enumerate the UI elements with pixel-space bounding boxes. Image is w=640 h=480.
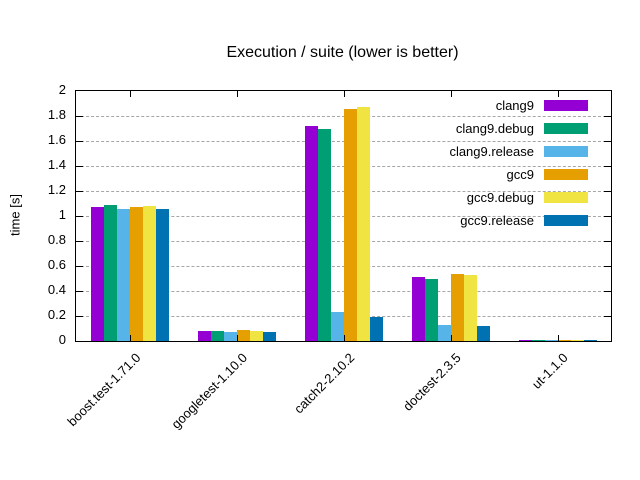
- x-tick-mark-top: [450, 91, 452, 97]
- bar-gcc9.release-ut-1.1.0: [583, 339, 597, 341]
- legend-label: clang9: [495, 98, 534, 113]
- bar-clang9-catch2-2.10.2: [304, 126, 318, 341]
- bar-clang9-doctest-2.3.5: [411, 277, 425, 341]
- y-tick-label: 1.8: [47, 107, 66, 122]
- legend-swatch: [544, 192, 588, 203]
- y-tick-mark-right: [604, 266, 611, 267]
- x-tick-label: ut-1.1.0: [529, 350, 572, 392]
- legend-swatch: [544, 100, 588, 111]
- bar-gcc9.release-boost.test-1.71.0: [155, 208, 169, 341]
- legend-item: gcc9.release: [449, 209, 588, 232]
- bar-clang9.release-ut-1.1.0: [544, 339, 558, 341]
- legend-label: gcc9: [506, 167, 534, 182]
- x-tick-label: googletest-1.10.0: [168, 350, 251, 432]
- y-tick-mark-left: [76, 141, 83, 142]
- y-tick-label: 1.6: [47, 132, 66, 147]
- legend-swatch: [544, 169, 588, 180]
- y-tick-label: 1.2: [47, 182, 66, 197]
- legend-item: gcc9: [449, 163, 588, 186]
- y-tick-mark-right: [604, 241, 611, 242]
- y-tick-label: 2: [58, 82, 66, 97]
- bar-gcc9.debug-doctest-2.3.5: [463, 274, 477, 341]
- x-tick-mark-bottom: [343, 335, 345, 341]
- bar-gcc9-catch2-2.10.2: [343, 108, 357, 341]
- bar-clang9.debug-ut-1.1.0: [531, 339, 545, 341]
- y-tick-mark-right: [604, 116, 611, 117]
- legend: clang9 clang9.debug clang9.release gcc9 gcc9…: [449, 94, 588, 232]
- y-tick-mark-right: [604, 166, 611, 167]
- y-tick-label: 0.2: [47, 307, 66, 322]
- bar-clang9-googletest-1.10.0: [197, 331, 211, 341]
- bar-clang9.debug-googletest-1.10.0: [210, 331, 224, 341]
- legend-label: gcc9.debug: [466, 190, 534, 205]
- y-tick-label: 0: [58, 332, 66, 347]
- bar-gcc9-googletest-1.10.0: [236, 329, 250, 341]
- bar-clang9.debug-doctest-2.3.5: [424, 278, 438, 341]
- bar-gcc9.release-catch2-2.10.2: [369, 317, 383, 341]
- bar-clang9-ut-1.1.0: [518, 339, 532, 341]
- legend-label: clang9.debug: [455, 121, 534, 136]
- y-tick-mark-left: [76, 291, 83, 292]
- legend-swatch: [544, 123, 588, 134]
- bar-gcc9.release-googletest-1.10.0: [262, 332, 276, 341]
- x-tick-label: boost.test-1.71.0: [64, 350, 144, 430]
- bar-gcc9-doctest-2.3.5: [450, 273, 464, 341]
- y-tick-label: 0.8: [47, 232, 66, 247]
- y-tick-mark-right: [604, 191, 611, 192]
- bar-clang9.release-catch2-2.10.2: [330, 312, 344, 341]
- y-tick-label: 0.4: [47, 282, 66, 297]
- x-tick-mark-top: [343, 91, 345, 97]
- legend-label: gcc9.release: [460, 213, 534, 228]
- x-tick-mark-top: [236, 91, 238, 97]
- y-tick-mark-left: [76, 191, 83, 192]
- bar-clang9.release-boost.test-1.71.0: [116, 208, 130, 341]
- bar-gcc9.debug-googletest-1.10.0: [249, 331, 263, 341]
- y-tick-mark-left: [76, 216, 83, 217]
- y-tick-mark-left: [76, 266, 83, 267]
- legend-label: clang9.release: [449, 144, 534, 159]
- y-tick-mark-left: [76, 316, 83, 317]
- y-tick-mark-left: [76, 166, 83, 167]
- x-tick-mark-bottom: [129, 335, 131, 341]
- x-tick-mark-bottom: [450, 335, 452, 341]
- y-tick-mark-right: [604, 291, 611, 292]
- x-tick-mark-bottom: [557, 335, 559, 341]
- bar-gcc9.debug-catch2-2.10.2: [356, 107, 370, 341]
- y-tick-mark-right: [604, 316, 611, 317]
- x-tick-mark-top: [557, 91, 559, 97]
- bar-clang9.release-doctest-2.3.5: [437, 324, 451, 341]
- x-tick-label: catch2-2.10.2: [290, 350, 358, 417]
- bar-gcc9-ut-1.1.0: [557, 339, 571, 341]
- y-tick-mark-left: [76, 116, 83, 117]
- legend-swatch: [544, 146, 588, 157]
- bar-gcc9.release-doctest-2.3.5: [476, 326, 490, 341]
- y-tick-mark-right: [604, 141, 611, 142]
- y-tick-label: 1: [58, 207, 66, 222]
- bar-clang9.release-googletest-1.10.0: [223, 332, 237, 341]
- bar-gcc9.debug-ut-1.1.0: [570, 339, 584, 341]
- y-tick-label: 0.6: [47, 257, 66, 272]
- bar-gcc9-boost.test-1.71.0: [129, 207, 143, 341]
- y-tick-label: 1.4: [47, 157, 66, 172]
- y-tick-mark-right: [604, 216, 611, 217]
- legend-item: clang9.debug: [449, 117, 588, 140]
- plot-area: [75, 90, 612, 342]
- y-tick-mark-left: [76, 241, 83, 242]
- legend-item: clang9: [449, 94, 588, 117]
- legend-item: gcc9.debug: [449, 186, 588, 209]
- legend-swatch: [544, 215, 588, 226]
- bar-clang9.debug-catch2-2.10.2: [317, 128, 331, 341]
- x-tick-mark-bottom: [236, 335, 238, 341]
- legend-item: clang9.release: [449, 140, 588, 163]
- chart-title: Execution / suite (lower is better): [226, 44, 459, 61]
- x-tick-mark-top: [129, 91, 131, 97]
- bar-clang9.debug-boost.test-1.71.0: [103, 204, 117, 341]
- bar-clang9-boost.test-1.71.0: [90, 207, 104, 341]
- bar-gcc9.debug-boost.test-1.71.0: [142, 206, 156, 341]
- x-tick-label: doctest-2.3.5: [400, 350, 465, 414]
